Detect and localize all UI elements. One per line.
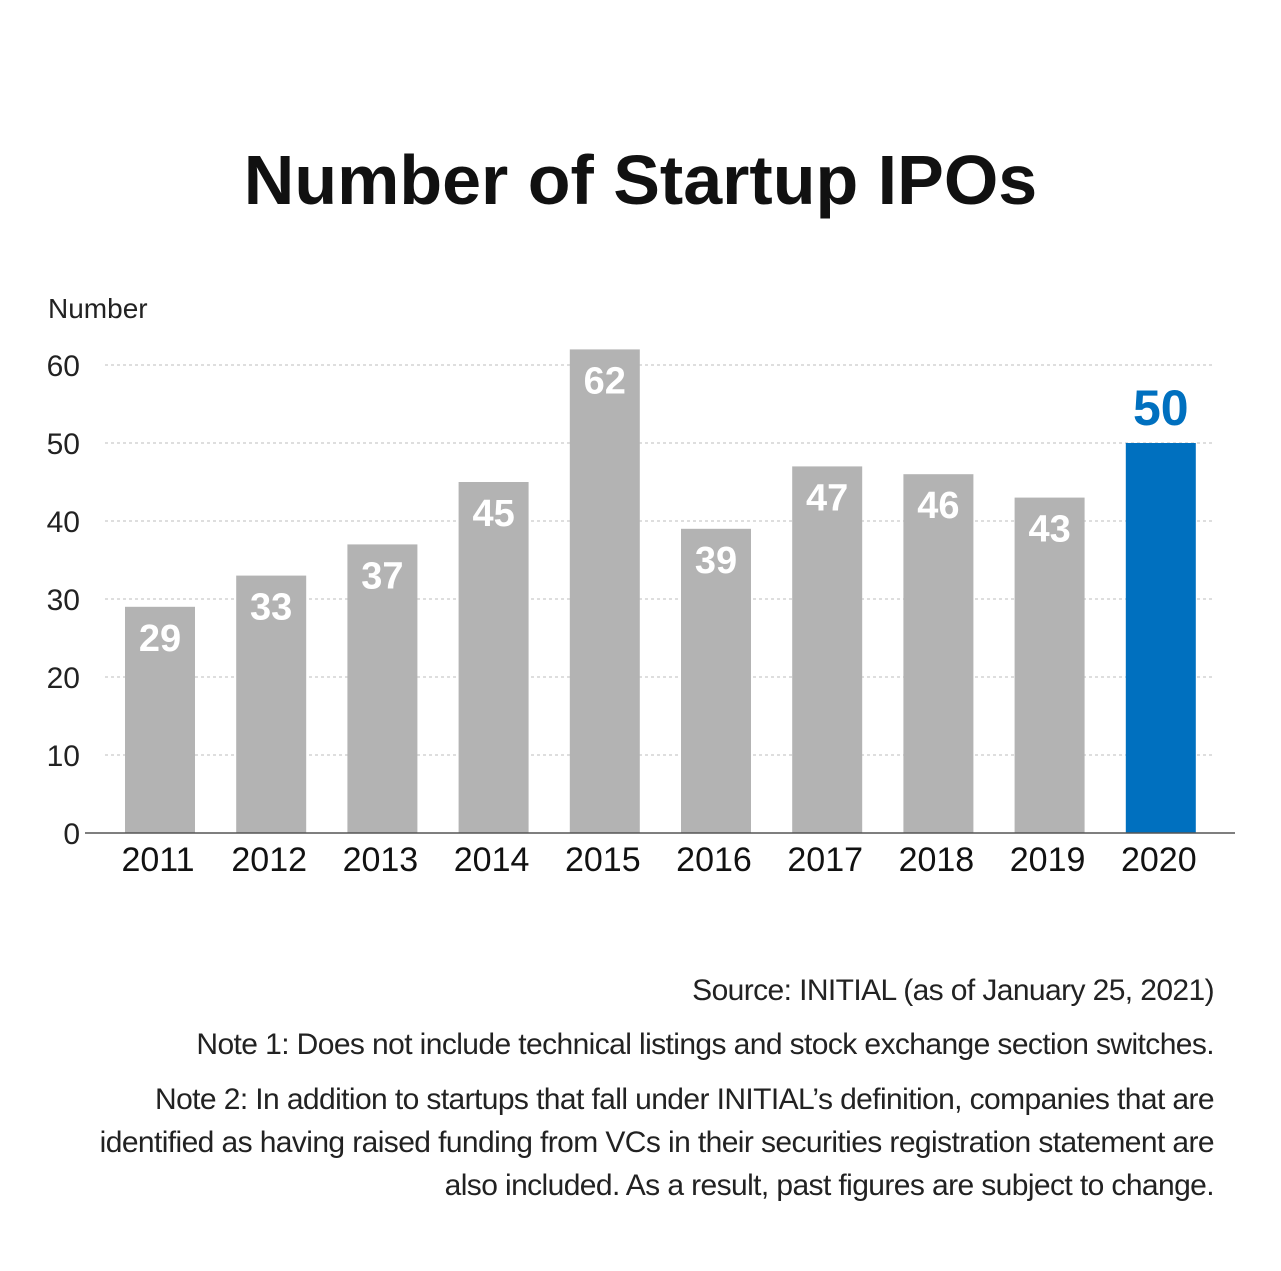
y-tick-label: 0 [63, 818, 80, 851]
note-2: Note 2: In addition to startups that fal… [99, 1083, 1215, 1202]
y-axis-label: Number [48, 293, 148, 324]
chart-notes: Source: INITIAL (as of January 25, 2021)… [84, 970, 1215, 1207]
y-tick-label: 20 [47, 662, 80, 695]
x-tick-label: 2016 [676, 841, 752, 879]
y-tick-label: 10 [47, 740, 80, 773]
x-tick-label: 2015 [565, 841, 641, 879]
note-1: Note 1: Does not include technical listi… [196, 1028, 1214, 1061]
bar-2011 [125, 606, 195, 833]
x-tick-label: 2012 [231, 841, 307, 879]
bar-2013 [347, 544, 418, 833]
bars [125, 349, 1196, 833]
y-tick-label: 40 [47, 506, 80, 539]
data-label-2020: 50 [1133, 380, 1189, 436]
data-label-2012: 33 [250, 587, 292, 629]
data-label-2018: 46 [917, 485, 959, 527]
source-note: Source: INITIAL (as of January 25, 2021) [692, 974, 1214, 1007]
chart-title: Number of Startup IPOs [243, 141, 1038, 219]
x-tick-label: 2018 [899, 841, 975, 879]
x-tick-label: 2019 [1010, 841, 1086, 879]
x-tick-label: 2011 [121, 841, 194, 879]
bar-2020 [1125, 443, 1196, 833]
bar-2016 [681, 528, 751, 833]
bar-2018 [903, 474, 974, 833]
x-tick-label: 2014 [454, 841, 530, 879]
data-label-2013: 37 [361, 555, 403, 597]
bar-2015 [569, 349, 640, 833]
data-label-2019: 43 [1028, 509, 1070, 551]
data-label-2011: 29 [139, 618, 181, 660]
data-label-2015: 62 [584, 360, 626, 402]
x-tick-label: 2017 [787, 841, 863, 879]
x-axis-ticks: 2011 2012 2013 2014 2015 2016 2017 2018 2019 2020 [121, 841, 1196, 879]
bar-2014 [458, 482, 529, 833]
y-tick-label: 50 [47, 428, 80, 461]
bar-2017 [792, 466, 863, 833]
data-label-2017: 47 [806, 477, 848, 519]
bar-2012 [236, 575, 307, 833]
data-labels: 29 33 37 45 62 39 47 46 43 50 [139, 360, 1189, 659]
bar-2019 [1014, 497, 1085, 833]
y-tick-label: 30 [47, 584, 80, 617]
x-tick-label: 2013 [343, 841, 419, 879]
y-axis-ticks: 0 10 20 30 40 50 60 [47, 350, 80, 851]
y-tick-label: 60 [47, 350, 80, 383]
data-label-2014: 45 [472, 493, 514, 535]
x-tick-label: 2020 [1121, 841, 1197, 879]
data-label-2016: 39 [695, 540, 737, 582]
